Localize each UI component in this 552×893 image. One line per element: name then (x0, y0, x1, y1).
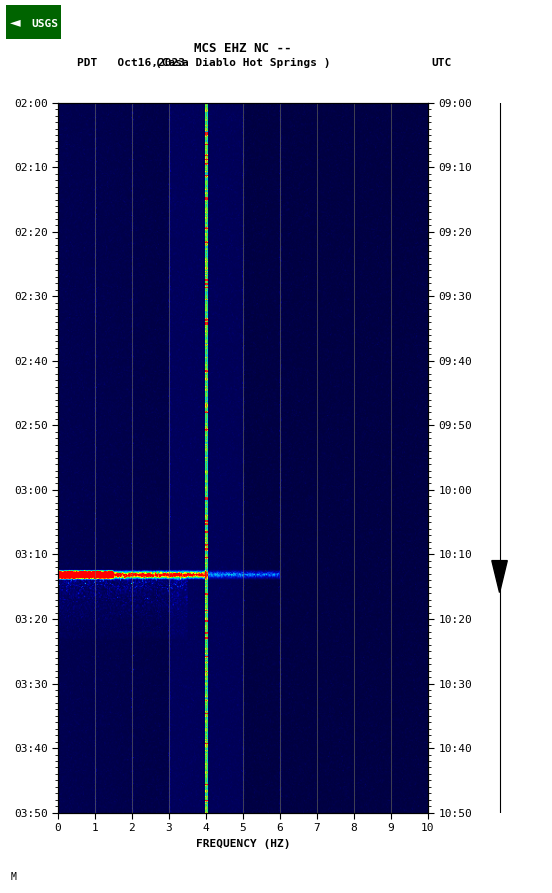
Text: UTC: UTC (432, 57, 452, 68)
Text: ◄: ◄ (10, 15, 21, 29)
Text: USGS: USGS (32, 19, 59, 29)
Text: (Casa Diablo Hot Springs ): (Casa Diablo Hot Springs ) (155, 57, 331, 68)
Text: M: M (11, 872, 17, 882)
Text: MCS EHZ NC --: MCS EHZ NC -- (194, 42, 291, 54)
Text: PDT   Oct16,2023: PDT Oct16,2023 (77, 57, 185, 68)
X-axis label: FREQUENCY (HZ): FREQUENCY (HZ) (195, 839, 290, 848)
Polygon shape (492, 561, 507, 593)
